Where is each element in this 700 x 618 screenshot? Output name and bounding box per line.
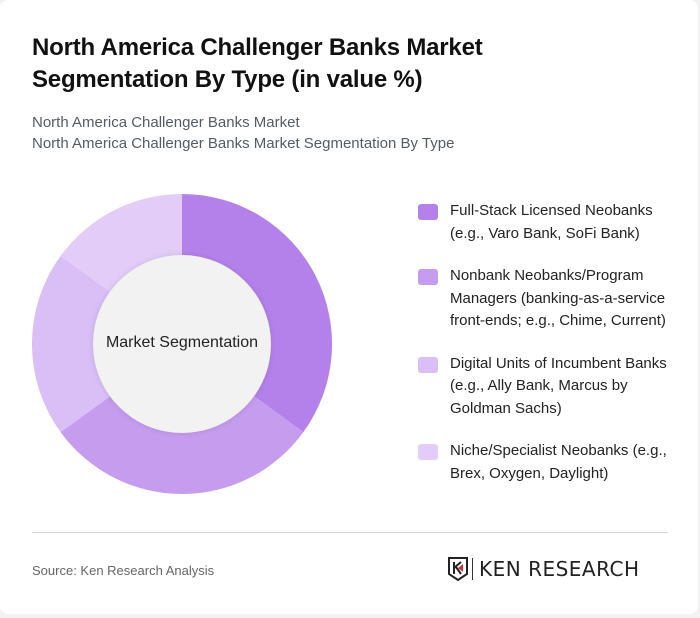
source-note: Source: Ken Research Analysis [32,563,215,578]
chart-title: North America Challenger Banks Market Se… [32,34,483,93]
legend-item-digital-units[interactable]: Digital Units of Incumbent Banks (e.g., … [418,353,678,421]
legend: Full-Stack Licensed Neobanks (e.g., Varo… [418,200,678,505]
ken-research-k-shield-icon [448,557,468,581]
ken-research-logo: KEN RESEARCH [448,557,640,581]
legend-swatch-icon [418,356,438,373]
legend-item-nonbank[interactable]: Nonbank Neobanks/Program Managers (banki… [418,265,678,333]
legend-item-niche[interactable]: Niche/Specialist Neobanks (e.g., Brex, O… [418,440,678,485]
logo-text: KEN RESEARCH [479,557,640,581]
donut-center [93,255,271,433]
subtitle-segmentation: North America Challenger Banks Market Se… [32,135,455,152]
logo-separator [472,558,473,580]
legend-label: Full-Stack Licensed Neobanks (e.g., Varo… [450,202,653,242]
footer-divider [32,532,668,533]
legend-item-full-stack[interactable]: Full-Stack Licensed Neobanks (e.g., Varo… [418,200,678,245]
legend-label: Digital Units of Incumbent Banks (e.g., … [450,354,667,417]
legend-label: Niche/Specialist Neobanks (e.g., Brex, O… [450,442,667,482]
legend-swatch-icon [418,269,438,285]
legend-swatch-icon [418,444,438,460]
donut-chart [32,194,332,494]
subtitle-market: North America Challenger Banks Market [32,114,300,131]
legend-label: Nonbank Neobanks/Program Managers (banki… [450,267,666,329]
legend-swatch-icon [418,204,438,220]
donut-center-label: Market Segmentation [105,334,259,351]
